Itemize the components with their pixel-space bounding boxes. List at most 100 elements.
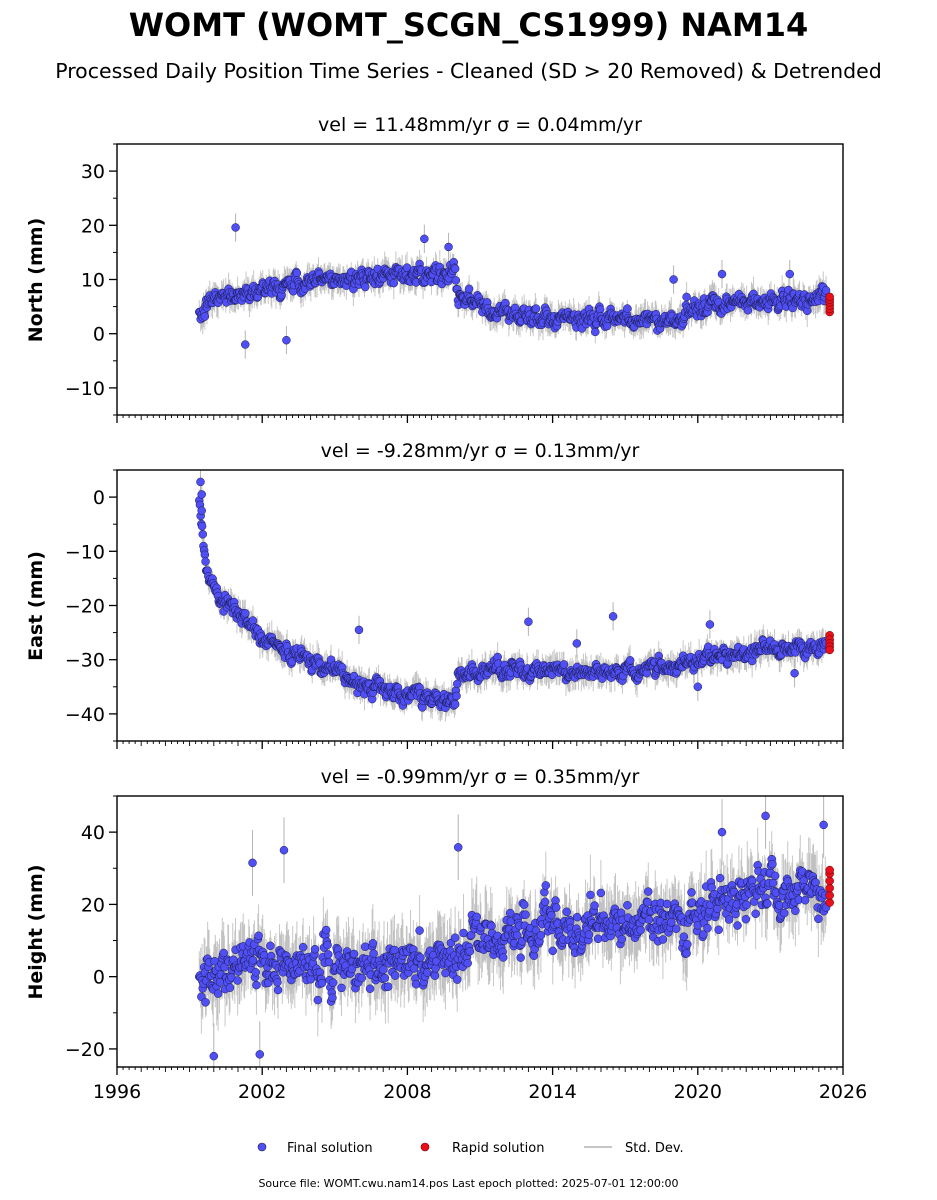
final-point xyxy=(201,557,210,566)
final-point xyxy=(743,306,753,315)
final-point xyxy=(451,276,461,285)
final-point xyxy=(524,617,533,627)
final-point xyxy=(431,964,440,973)
final-point xyxy=(450,264,460,273)
final-point xyxy=(389,278,399,288)
final-point xyxy=(196,477,205,487)
final-point xyxy=(197,522,207,531)
final-point xyxy=(531,304,541,313)
north-rapid-points xyxy=(825,292,834,317)
north-y-ticks: −10 0 10 20 30 xyxy=(65,143,117,416)
final-point xyxy=(251,968,261,977)
north-axis-label: North (mm) xyxy=(25,218,47,343)
y-tick-label: −10 xyxy=(65,541,105,563)
final-point xyxy=(669,275,678,284)
final-point xyxy=(292,268,302,278)
final-point xyxy=(452,679,462,689)
final-point xyxy=(360,282,370,292)
final-point xyxy=(324,957,334,967)
final-point xyxy=(608,612,618,621)
final-point xyxy=(369,949,378,958)
final-point xyxy=(452,975,462,984)
final-point xyxy=(380,973,389,983)
final-point xyxy=(273,978,282,987)
final-point xyxy=(248,955,258,965)
final-point xyxy=(390,971,400,980)
final-point xyxy=(313,995,323,1005)
final-point xyxy=(266,941,275,951)
final-point xyxy=(324,950,333,959)
final-point xyxy=(452,691,461,701)
final-point xyxy=(198,530,208,539)
final-point xyxy=(337,983,346,993)
final-point xyxy=(409,964,419,973)
final-point xyxy=(821,286,831,295)
height-final-points xyxy=(195,811,831,1061)
y-tick-label: −10 xyxy=(65,378,105,400)
east-y-ticks: −40 −30 −20 −10 0 xyxy=(65,469,117,742)
height-axis-label: Height (mm) xyxy=(25,864,47,999)
final-point xyxy=(349,949,359,959)
y-tick-label: 30 xyxy=(81,161,105,183)
final-point xyxy=(254,931,263,941)
final-point xyxy=(785,269,795,279)
final-point xyxy=(623,304,632,313)
final-point xyxy=(368,939,378,948)
final-point xyxy=(252,980,261,990)
final-point xyxy=(197,490,206,499)
y-tick-label: −30 xyxy=(65,650,105,672)
final-point xyxy=(365,984,375,993)
north-panel-title: vel = 11.48mm/yr σ = 0.04mm/yr xyxy=(318,114,642,136)
final-point xyxy=(273,985,283,995)
final-point xyxy=(379,965,388,974)
east-panel-title: vel = -9.28mm/yr σ = 0.13mm/yr xyxy=(321,440,640,462)
final-point xyxy=(323,940,332,950)
final-point xyxy=(411,979,421,989)
chart-subtitle: Processed Daily Position Time Series - C… xyxy=(55,59,882,83)
rapid-point xyxy=(825,292,834,302)
north-final-points xyxy=(195,223,831,349)
north-x-ticks xyxy=(116,415,844,423)
final-point xyxy=(602,321,612,331)
y-tick-label: 0 xyxy=(93,324,105,346)
final-point xyxy=(298,942,308,952)
final-point xyxy=(197,506,206,515)
east-panel: vel = -9.28mm/yr σ = 0.13mm/yr East (mm)… xyxy=(25,440,844,749)
final-point xyxy=(354,625,364,635)
final-point xyxy=(717,269,727,279)
north-panel: vel = 11.48mm/yr σ = 0.04mm/yr North (mm… xyxy=(25,114,844,423)
east-x-ticks xyxy=(116,741,844,749)
final-point xyxy=(591,327,600,337)
final-point xyxy=(241,609,250,618)
final-point xyxy=(465,947,475,956)
final-point xyxy=(625,656,635,665)
y-tick-label: −40 xyxy=(65,704,105,726)
height-panel-title: vel = -0.99mm/yr σ = 0.35mm/yr xyxy=(321,766,640,788)
y-tick-label: 10 xyxy=(81,270,105,292)
rapid-point xyxy=(825,645,834,655)
final-point xyxy=(790,669,799,678)
final-point xyxy=(321,925,331,935)
final-point xyxy=(213,989,223,998)
final-point xyxy=(200,312,210,321)
final-point xyxy=(420,234,429,244)
east-final-points xyxy=(195,477,831,713)
final-point xyxy=(201,998,210,1007)
y-tick-label: −20 xyxy=(65,596,105,618)
final-point xyxy=(430,971,440,980)
final-point xyxy=(463,958,472,968)
final-point xyxy=(450,700,460,709)
final-point xyxy=(693,682,703,692)
final-point xyxy=(416,953,425,962)
final-point xyxy=(241,340,250,349)
height-panel: vel = -0.99mm/yr σ = 0.35mm/yr Height (m… xyxy=(25,766,867,1103)
final-point xyxy=(559,660,569,669)
final-point xyxy=(310,944,320,954)
final-point xyxy=(233,976,242,985)
final-point xyxy=(306,974,316,984)
final-point xyxy=(444,242,453,252)
final-point xyxy=(682,292,691,302)
final-point xyxy=(328,993,337,1003)
final-point xyxy=(383,982,393,991)
